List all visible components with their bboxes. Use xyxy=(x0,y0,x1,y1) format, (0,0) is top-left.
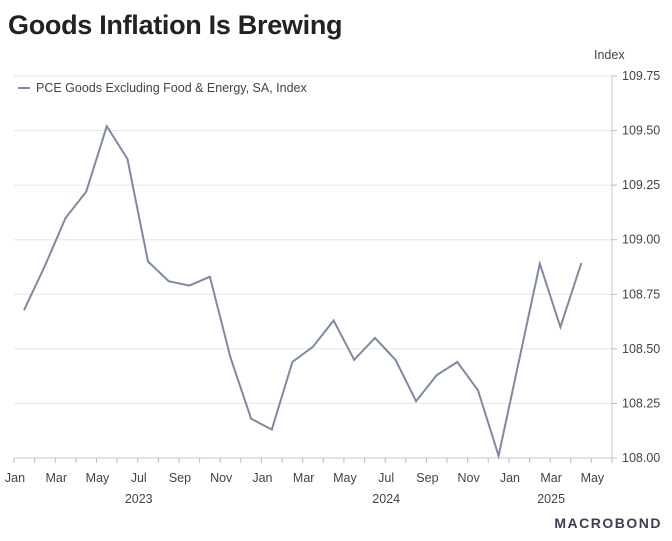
x-tick-label: Nov xyxy=(210,471,233,485)
x-year-label: 2024 xyxy=(372,492,400,506)
data-point xyxy=(105,125,108,128)
y-axis-unit-label: Index xyxy=(594,48,625,62)
data-point xyxy=(312,345,314,348)
data-point xyxy=(250,417,253,420)
x-tick-label: Jan xyxy=(500,471,520,485)
data-point xyxy=(435,374,438,377)
x-tick-label: Jul xyxy=(131,471,147,485)
data-point xyxy=(167,280,170,283)
data-point xyxy=(147,260,149,263)
data-point xyxy=(64,216,67,219)
data-point xyxy=(415,400,418,403)
legend: PCE Goods Excluding Food & Energy, SA, I… xyxy=(18,81,307,95)
chart-title: Goods Inflation Is Brewing xyxy=(8,10,343,40)
y-tick-label: 108.75 xyxy=(622,287,660,301)
data-point xyxy=(497,454,500,457)
y-tick-label: 109.75 xyxy=(622,69,660,83)
data-point xyxy=(188,284,191,287)
data-point xyxy=(518,358,521,361)
data-point xyxy=(477,389,479,392)
x-tick-label: Jul xyxy=(378,471,394,485)
data-point xyxy=(270,428,273,431)
x-tick-label: Jan xyxy=(5,471,25,485)
x-tick-label: Sep xyxy=(416,471,438,485)
gridlines xyxy=(14,75,612,404)
series-group xyxy=(23,123,583,460)
y-axis: 109.75 109.50 109.25 109.00 108.75 108.50 108.… xyxy=(612,69,660,465)
x-tick-label: Nov xyxy=(458,471,481,485)
x-tick-label: May xyxy=(86,471,110,485)
x-tick-label: Mar xyxy=(45,471,67,485)
data-point xyxy=(559,326,562,328)
x-tick-label: May xyxy=(581,471,605,485)
data-point xyxy=(85,190,88,193)
macrobond-logo: MACROBOND xyxy=(554,515,662,531)
data-point xyxy=(394,358,397,361)
y-tick-label: 108.00 xyxy=(622,451,660,465)
x-tick-label: Sep xyxy=(169,471,191,485)
data-point xyxy=(208,275,211,278)
data-point xyxy=(373,336,376,339)
x-axis: Jan Mar May Jul Sep Nov Jan Mar May Jul Sep Nov Jan M… xyxy=(5,458,613,506)
data-point xyxy=(229,356,232,359)
data-point xyxy=(353,358,356,361)
y-tick-label: 109.50 xyxy=(622,124,660,138)
data-point xyxy=(291,361,294,363)
data-point xyxy=(43,264,46,267)
y-tick-label: 108.25 xyxy=(622,396,660,410)
data-point xyxy=(538,262,541,265)
y-tick-label: 108.50 xyxy=(622,342,660,356)
data-point xyxy=(456,361,459,363)
data-point xyxy=(580,262,583,265)
data-point xyxy=(23,308,26,311)
x-tick-label: Mar xyxy=(293,471,315,485)
x-year-label: 2023 xyxy=(125,492,153,506)
y-tick-label: 109.00 xyxy=(622,233,660,247)
x-year-label: 2025 xyxy=(537,492,565,506)
series-line-pce-goods xyxy=(23,123,583,460)
y-tick-label: 109.25 xyxy=(622,178,660,192)
x-tick-label: Jan xyxy=(252,471,272,485)
data-point xyxy=(332,319,335,322)
legend-label: PCE Goods Excluding Food & Energy, SA, I… xyxy=(36,81,307,95)
x-tick-label: May xyxy=(333,471,357,485)
data-point xyxy=(126,157,129,160)
x-tick-label: Mar xyxy=(540,471,562,485)
